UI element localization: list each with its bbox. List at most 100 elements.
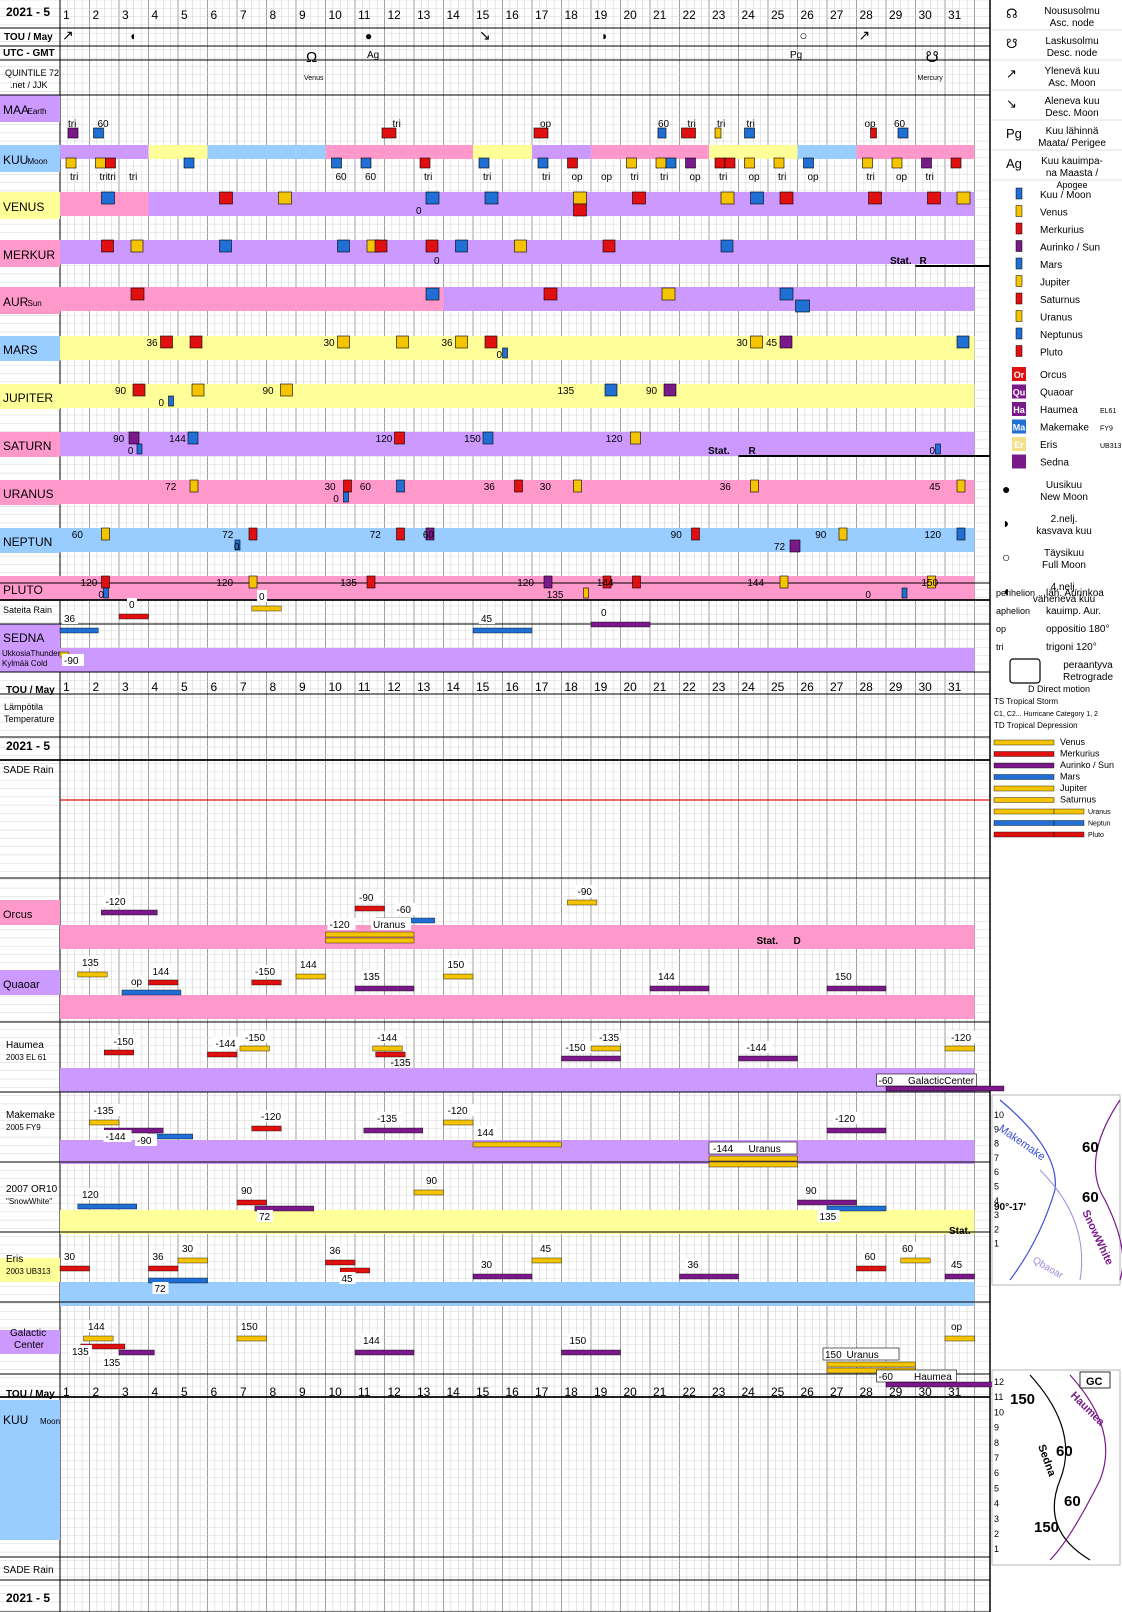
aspect-marker xyxy=(870,127,877,139)
value-label: 60 xyxy=(72,530,84,541)
direct-label: D xyxy=(794,936,801,947)
header-month: TOU / May xyxy=(6,1389,55,1400)
day-number: 29 xyxy=(889,680,903,694)
value-tag-bg xyxy=(597,1031,625,1043)
row-label: UkkosiaThunder xyxy=(2,649,61,658)
value-tag-bg xyxy=(822,1347,900,1361)
value-label: 144 xyxy=(88,1322,105,1333)
mini-tick: 1 xyxy=(994,1544,999,1554)
aspect-marker xyxy=(343,491,349,503)
aspect-marker xyxy=(691,527,700,541)
value-label: -60 xyxy=(879,1372,894,1383)
day-number: 18 xyxy=(565,8,579,22)
aspect-marker xyxy=(455,239,468,253)
asc-node-icon: Ω xyxy=(306,49,317,66)
aspect-label: tri xyxy=(719,172,727,183)
aspect-marker xyxy=(514,479,523,493)
aspect-marker xyxy=(105,157,116,169)
day-number: 18 xyxy=(565,1385,579,1399)
day-number: 8 xyxy=(270,8,277,22)
day-number: 5 xyxy=(181,8,188,22)
aspect-bar xyxy=(649,985,710,992)
legend-line-label: Uranus xyxy=(1088,809,1111,816)
value-label: 90 xyxy=(113,434,125,445)
venus-label-bg xyxy=(0,192,60,219)
value-label: -120 xyxy=(951,1033,971,1044)
legend-swatch xyxy=(1012,402,1026,416)
value-tag-bg xyxy=(445,958,468,970)
aspect-bar xyxy=(944,1045,975,1052)
day-number: 9 xyxy=(299,680,306,694)
value-label: 120 xyxy=(376,434,393,445)
value-tag-bg xyxy=(817,1210,840,1222)
value-label: 144 xyxy=(658,972,675,983)
value-tag-bg xyxy=(803,1184,820,1196)
aspect-bar xyxy=(826,1127,887,1134)
aspect-label: tri xyxy=(688,119,696,130)
mini-box xyxy=(1079,1371,1111,1389)
header-title: 2021 - 5 xyxy=(6,1591,50,1605)
aspect-label: op xyxy=(865,119,877,130)
row-label: Quaoar xyxy=(3,979,40,991)
aspect-marker xyxy=(685,157,696,169)
header-month: TOU / May xyxy=(6,685,55,696)
aspect-marker xyxy=(720,191,735,205)
day-number: 24 xyxy=(742,1385,756,1399)
value-tag-bg xyxy=(80,1188,102,1200)
day-number: 3 xyxy=(122,680,129,694)
value-label: 144 xyxy=(363,1336,380,1347)
legend-icon: ☊ xyxy=(1006,6,1018,21)
aspect-marker xyxy=(101,527,110,541)
day-number: 20 xyxy=(624,680,638,694)
day-number: 7 xyxy=(240,8,247,22)
value-label: 30 xyxy=(324,338,336,349)
value-label: 150 xyxy=(448,960,465,971)
aspect-bar xyxy=(797,1199,857,1206)
legend-line-swatch xyxy=(993,751,1055,757)
legend-line-label: Jupiter xyxy=(1060,783,1087,793)
value-label: 0 xyxy=(259,592,265,603)
aspect-marker xyxy=(136,443,143,455)
aspect-bar xyxy=(251,1125,282,1132)
legend-text: tri xyxy=(996,642,1004,652)
aspect-marker xyxy=(331,157,342,169)
aspect-marker xyxy=(632,575,641,589)
retro-label: R xyxy=(920,256,928,267)
value-label: -90 xyxy=(137,1136,152,1147)
sedna-band xyxy=(60,648,975,672)
legend-line-swatch xyxy=(993,785,1055,792)
value-label: -90 xyxy=(64,656,79,667)
aspect-bar xyxy=(207,1051,238,1058)
aspect-bar xyxy=(472,1273,533,1280)
venus-band xyxy=(148,192,975,216)
day-number: 5 xyxy=(181,1385,188,1399)
legend-planet: Venus xyxy=(1040,208,1068,219)
aspect-marker xyxy=(484,335,498,349)
value-label: 72 xyxy=(222,530,234,541)
value-label: 90 xyxy=(241,1186,253,1197)
legend-line-swatch xyxy=(993,762,1055,769)
value-label: 0 xyxy=(930,446,936,457)
value-label: 0 xyxy=(129,600,135,611)
legend-planet: Pluto xyxy=(1040,348,1063,359)
kuu2-label-bg xyxy=(0,1400,60,1540)
value-label: 30 xyxy=(481,1260,493,1271)
pluto-band xyxy=(60,576,975,600)
aspect-marker xyxy=(183,157,195,169)
day-number: 8 xyxy=(270,1385,277,1399)
legend-planet: Uranus xyxy=(1040,313,1072,324)
value-label: 0 xyxy=(601,608,607,619)
day-number: 30 xyxy=(919,680,933,694)
day-number: 7 xyxy=(240,680,247,694)
value-label: 120 xyxy=(606,434,623,445)
aspect-bar xyxy=(590,621,651,628)
legend-text: Asc. Moon xyxy=(1048,78,1095,89)
value-tag-bg xyxy=(833,1112,861,1124)
value-label: Uranus xyxy=(373,920,405,931)
legend-swatch xyxy=(1012,419,1026,434)
aspect-marker xyxy=(189,479,199,493)
legend-line-swatch xyxy=(1053,808,1085,815)
aspect-marker xyxy=(280,383,293,397)
value-label: 120 xyxy=(517,578,534,589)
aspect-marker xyxy=(160,335,173,349)
